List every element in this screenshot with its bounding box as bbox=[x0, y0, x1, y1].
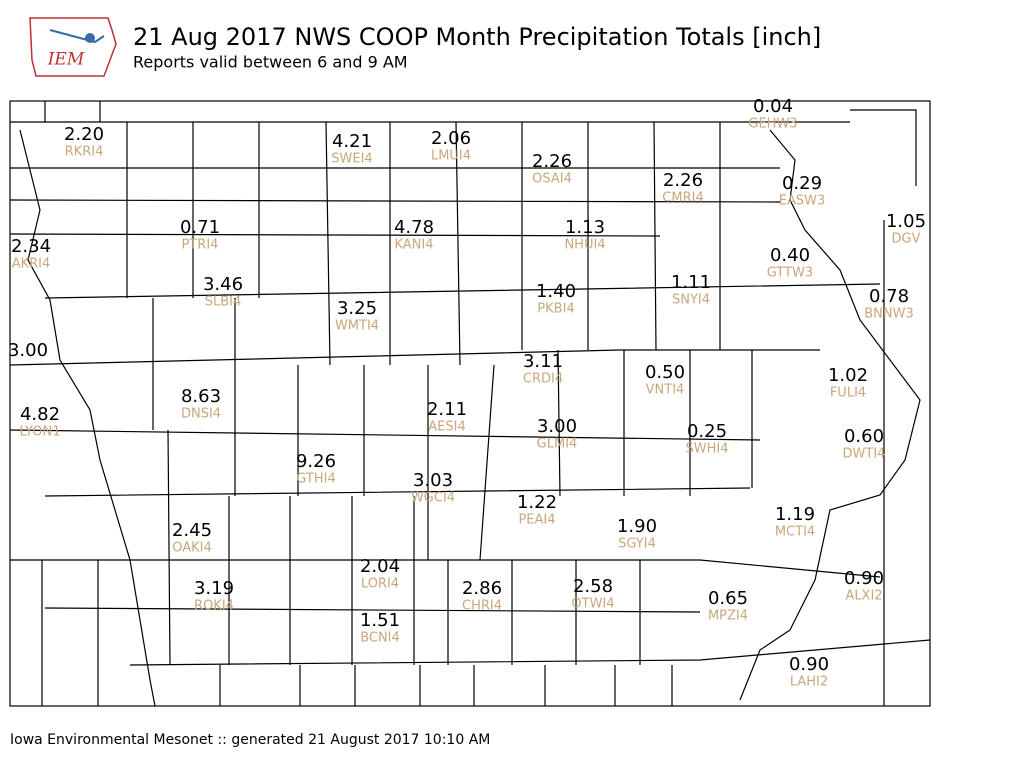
station-value: 0.25 bbox=[687, 421, 727, 442]
station-id: WMTI4 bbox=[335, 319, 379, 334]
station-value: 9.26 bbox=[296, 451, 336, 472]
station-value: 2.04 bbox=[360, 556, 400, 577]
station-value: 0.50 bbox=[645, 362, 685, 383]
station-value: 2.45 bbox=[172, 520, 212, 541]
station-value: 3.46 bbox=[203, 274, 243, 295]
station-value: 1.05 bbox=[886, 211, 926, 232]
station-value: 0.90 bbox=[789, 654, 829, 675]
station-value: 2.86 bbox=[462, 578, 502, 599]
station-value: 3.25 bbox=[337, 298, 377, 319]
station-value: 4.78 bbox=[394, 217, 434, 238]
station-id: VNTI4 bbox=[646, 383, 685, 398]
station-id: SWEI4 bbox=[331, 152, 372, 167]
station-id: CMRI4 bbox=[662, 191, 703, 206]
station-id: BNNW3 bbox=[864, 307, 914, 322]
station-id: WGCI4 bbox=[411, 491, 455, 506]
station-id: CHRI4 bbox=[462, 599, 502, 614]
station-value: 1.11 bbox=[671, 272, 711, 293]
station-value: 2.34 bbox=[11, 236, 51, 257]
station-value: 0.90 bbox=[844, 568, 884, 589]
station-id: OAKI4 bbox=[172, 541, 212, 556]
station-id: DNSI4 bbox=[181, 407, 221, 422]
station-value: 0.29 bbox=[782, 173, 822, 194]
logo: IEM bbox=[29, 17, 117, 77]
station-id: PTRI4 bbox=[182, 238, 219, 253]
station-id: BCNI4 bbox=[360, 631, 400, 646]
county-lines bbox=[10, 101, 930, 706]
station-id: LORI4 bbox=[361, 577, 399, 592]
station-value: 1.51 bbox=[360, 610, 400, 631]
station-id: LMUI4 bbox=[431, 149, 471, 164]
station-value: 2.26 bbox=[663, 170, 703, 191]
station-value: 2.11 bbox=[427, 399, 467, 420]
station-id: KANI4 bbox=[394, 238, 433, 253]
station-id: GTHI4 bbox=[296, 472, 335, 487]
station-id: SNYI4 bbox=[672, 293, 710, 308]
station-id: RKRI4 bbox=[65, 145, 104, 160]
station-value: 0.65 bbox=[708, 588, 748, 609]
station-value: 4.21 bbox=[332, 131, 372, 152]
station-value: 2.06 bbox=[431, 128, 471, 149]
station-value: 1.19 bbox=[775, 504, 815, 525]
station-value: 3.19 bbox=[194, 578, 234, 599]
station-id: GEHW3 bbox=[748, 117, 797, 132]
footer: Iowa Environmental Mesonet :: generated … bbox=[10, 732, 490, 748]
station-id: ALXI2 bbox=[845, 589, 882, 604]
station-id: SGYI4 bbox=[618, 537, 656, 552]
station-value: 3.00 bbox=[8, 340, 48, 361]
station-value: 3.00 bbox=[537, 416, 577, 437]
station-value: 3.11 bbox=[523, 351, 563, 372]
station-id: AESI4 bbox=[428, 420, 465, 435]
station-value: 0.40 bbox=[770, 245, 810, 266]
station-value: 1.13 bbox=[565, 217, 605, 238]
station-id: LYON1 bbox=[20, 425, 61, 440]
map-frame bbox=[9, 100, 931, 707]
station-value: 2.58 bbox=[573, 576, 613, 597]
station-id: EASW3 bbox=[779, 194, 825, 209]
station-id: AKRI4 bbox=[12, 257, 51, 272]
station-value: 2.20 bbox=[64, 124, 104, 145]
station-id: ROKI4 bbox=[194, 599, 234, 614]
station-value: 4.82 bbox=[20, 404, 60, 425]
title: 21 Aug 2017 NWS COOP Month Precipitation… bbox=[133, 23, 821, 51]
station-id: MCTI4 bbox=[775, 525, 815, 540]
station-id: NHUI4 bbox=[564, 238, 605, 253]
station-id: OTWI4 bbox=[571, 597, 614, 612]
station-id: DGV bbox=[892, 232, 921, 247]
logo-text: IEM bbox=[47, 50, 85, 70]
station-value: 2.26 bbox=[532, 151, 572, 172]
station-id: DWTI4 bbox=[843, 447, 886, 462]
station-value: 0.71 bbox=[180, 217, 220, 238]
station-value: 3.03 bbox=[413, 470, 453, 491]
station-id: MPZI4 bbox=[708, 609, 748, 624]
station-value: 1.40 bbox=[536, 281, 576, 302]
station-id: FULI4 bbox=[830, 386, 866, 401]
station-value: 1.02 bbox=[828, 365, 868, 386]
station-id: CRDI4 bbox=[523, 372, 563, 387]
station-value: 0.78 bbox=[869, 286, 909, 307]
station-value: 1.90 bbox=[617, 516, 657, 537]
station-id: LAHI2 bbox=[790, 675, 828, 690]
station-value: 1.22 bbox=[517, 492, 557, 513]
station-id: GLMI4 bbox=[537, 437, 578, 452]
station-id: PKBI4 bbox=[537, 302, 574, 317]
station-id: PEAI4 bbox=[518, 513, 555, 528]
station-id: OSAI4 bbox=[532, 172, 572, 187]
station-value: 0.60 bbox=[844, 426, 884, 447]
station-value: 8.63 bbox=[181, 386, 221, 407]
station-value: 0.04 bbox=[753, 96, 793, 117]
subtitle: Reports valid between 6 and 9 AM bbox=[133, 53, 408, 72]
station-id: GTTW3 bbox=[767, 266, 813, 281]
station-id: SLBI4 bbox=[205, 295, 242, 310]
station-id: SWHI4 bbox=[686, 442, 729, 457]
